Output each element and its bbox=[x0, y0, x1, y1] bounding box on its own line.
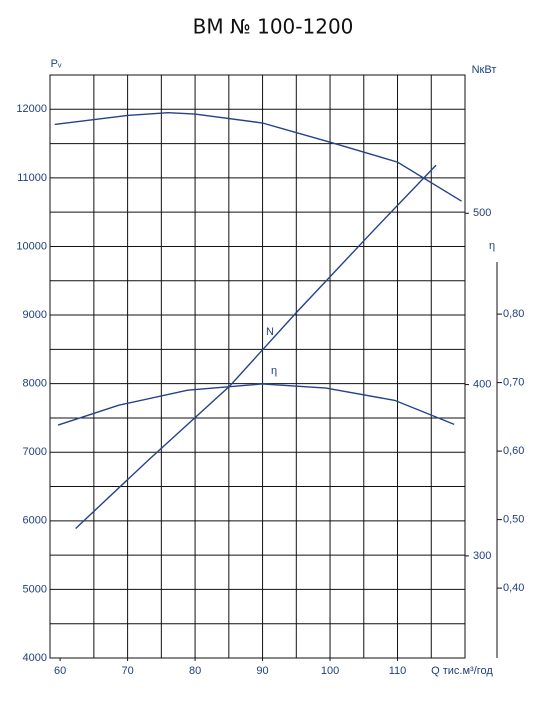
series-label: η bbox=[271, 365, 277, 377]
y2-tick-label: 300 bbox=[473, 550, 491, 562]
x-axis-label: Q тис.м³/год bbox=[431, 665, 493, 677]
y2-axis-label: NкВт bbox=[472, 64, 497, 76]
curve bbox=[57, 383, 455, 426]
y-tick-label: 12000 bbox=[16, 103, 47, 115]
x-tick-label: 70 bbox=[121, 665, 133, 677]
y3-tick-label: 0,60 bbox=[503, 445, 524, 457]
y3-tick-label: 0,70 bbox=[503, 377, 524, 389]
curve bbox=[54, 112, 462, 202]
chart-title: ВМ № 100-1200 bbox=[193, 15, 354, 39]
plot-frame bbox=[49, 74, 466, 659]
x-tick-label: 90 bbox=[256, 665, 268, 677]
y3-axis-label: η bbox=[489, 240, 495, 252]
y3-tick-label: 0,50 bbox=[503, 514, 524, 526]
y2-tick-label: 500 bbox=[473, 207, 491, 219]
y2-tick-label: 400 bbox=[473, 378, 491, 390]
y3-tick-label: 0,40 bbox=[503, 582, 524, 594]
x-tick-label: 80 bbox=[189, 665, 201, 677]
y-tick-label: 9000 bbox=[23, 309, 47, 321]
y-tick-label: 4000 bbox=[23, 652, 47, 664]
x-tick-label: 60 bbox=[54, 665, 66, 677]
y-tick-label: 7000 bbox=[23, 446, 47, 458]
y-tick-label: 6000 bbox=[23, 515, 47, 527]
y-axis-label: Pᵥ bbox=[51, 58, 62, 70]
y-tick-label: 8000 bbox=[23, 378, 47, 390]
curve bbox=[75, 164, 437, 529]
x-tick-label: 110 bbox=[389, 665, 407, 677]
series-label: N bbox=[266, 326, 274, 338]
x-tick-label: 100 bbox=[321, 665, 339, 677]
y-tick-label: 10000 bbox=[16, 240, 47, 252]
y3-tick-label: 0,80 bbox=[503, 308, 524, 320]
y-tick-label: 5000 bbox=[23, 583, 47, 595]
y-tick-label: 11000 bbox=[17, 172, 47, 184]
